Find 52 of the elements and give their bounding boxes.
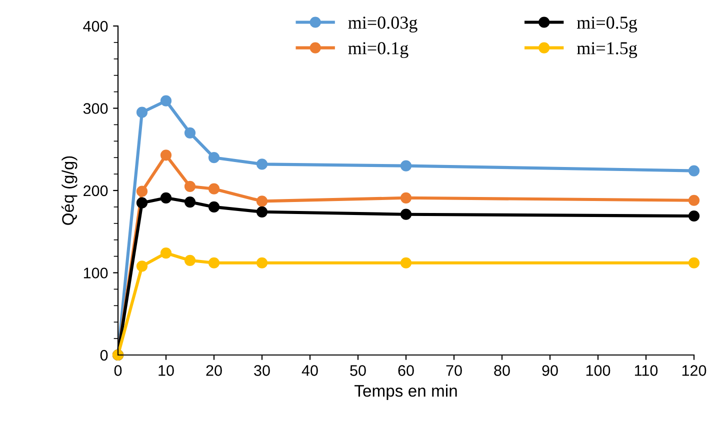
legend-label: mi=0.5g bbox=[576, 16, 638, 32]
point bbox=[208, 201, 220, 213]
point bbox=[688, 257, 700, 268]
legend-label: mi=0.1g bbox=[348, 42, 408, 58]
point bbox=[256, 158, 268, 170]
x-tick-label: 0 bbox=[114, 365, 122, 376]
legend-label: mi=1.5g bbox=[576, 42, 638, 58]
point bbox=[400, 192, 412, 204]
point bbox=[160, 192, 172, 204]
x-tick-label: 60 bbox=[398, 365, 414, 376]
x-tick-label: 110 bbox=[634, 365, 658, 376]
point bbox=[256, 206, 268, 218]
point bbox=[160, 150, 172, 161]
legend-label: mi=0.03g bbox=[348, 16, 418, 32]
y-axis-title: Qéq (g/g) bbox=[62, 156, 78, 225]
point bbox=[688, 165, 700, 176]
x-tick-label: 20 bbox=[206, 365, 222, 376]
x-tick-label: 30 bbox=[254, 365, 270, 376]
point bbox=[208, 183, 220, 194]
y-tick-label: 300 bbox=[83, 103, 108, 114]
point bbox=[208, 152, 220, 164]
point bbox=[256, 257, 268, 268]
x-tick-label: 50 bbox=[350, 365, 366, 376]
x-axis-title: Temps en min bbox=[354, 384, 457, 400]
point bbox=[688, 210, 700, 222]
x-tick-label: 10 bbox=[158, 365, 174, 376]
point bbox=[160, 95, 172, 106]
point bbox=[136, 106, 148, 118]
point bbox=[184, 127, 196, 138]
point bbox=[136, 197, 148, 208]
point bbox=[256, 196, 268, 207]
point bbox=[208, 257, 220, 268]
x-tick-label: 120 bbox=[682, 365, 706, 376]
x-tick-label: 40 bbox=[302, 365, 318, 376]
y-tick-label: 200 bbox=[84, 185, 108, 196]
point bbox=[688, 194, 700, 206]
point bbox=[400, 257, 412, 268]
point bbox=[400, 208, 412, 220]
point bbox=[184, 254, 196, 266]
point bbox=[136, 186, 148, 197]
point bbox=[184, 180, 196, 192]
x-tick-label: 90 bbox=[542, 365, 558, 376]
x-tick-label: 80 bbox=[494, 365, 510, 376]
point bbox=[184, 196, 196, 208]
point bbox=[400, 160, 412, 172]
y-tick-label: 0 bbox=[100, 350, 108, 361]
y-tick-label: 100 bbox=[84, 268, 108, 278]
point bbox=[136, 260, 148, 272]
y-tick-label: 400 bbox=[83, 20, 108, 32]
point bbox=[160, 247, 172, 259]
x-tick-label: 70 bbox=[446, 365, 462, 376]
x-tick-label: 100 bbox=[586, 365, 610, 376]
